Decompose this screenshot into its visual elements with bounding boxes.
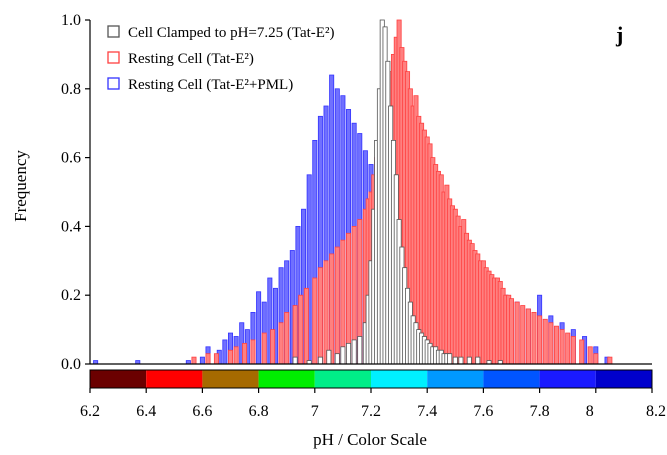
color-segment-6: [427, 370, 484, 388]
bar-series-1-81: [542, 318, 548, 365]
bar-series-0-6: [346, 342, 352, 365]
x-tick-label-7: 7.6: [473, 403, 493, 420]
bar-series-2-6: [222, 339, 228, 365]
bar-series-1-16: [323, 260, 329, 365]
bar-series-2-12: [256, 291, 262, 365]
color-segment-2: [202, 370, 259, 388]
x-tick-label-4: 7: [311, 403, 319, 420]
bar-series-0-43: [475, 356, 481, 365]
bar-series-1-9: [278, 322, 284, 365]
y-tick-label-3: 0.6: [61, 150, 81, 167]
bar-series-1-15: [317, 267, 323, 365]
color-segment-9: [595, 370, 652, 388]
legend-label-2: Resting Cell (Tat-E²+PML): [128, 77, 293, 93]
bar-series-0-7: [351, 339, 357, 365]
x-tick-label-9: 8: [586, 403, 594, 420]
bar-series-1-5: [242, 342, 248, 365]
bar-series-1-90: [607, 356, 613, 365]
bar-series-1-75: [508, 298, 514, 365]
legend-label-1: Resting Cell (Tat-E²): [128, 51, 254, 67]
x-axis-title: pH / Color Scale: [313, 430, 427, 449]
x-tick-label-1: 6.4: [136, 403, 156, 420]
bar-series-1-88: [587, 346, 593, 365]
y-tick-label-0: 0.0: [61, 356, 81, 373]
y-axis-title: Frequency: [11, 150, 30, 222]
bar-series-1-78: [525, 308, 531, 365]
x-tick-label-5: 7.2: [361, 403, 381, 420]
bar-series-1-6: [250, 339, 256, 365]
bar-series-0-42: [466, 356, 472, 365]
bar-series-1-13: [303, 287, 309, 365]
bar-series-0-41: [458, 356, 464, 365]
bar-series-1-80: [537, 315, 543, 365]
legend-label-0: Cell Clamped to pH=7.25 (Tat-E²): [128, 25, 334, 41]
bar-series-1-14: [312, 277, 318, 365]
bar-series-1-77: [520, 305, 526, 365]
legend: Cell Clamped to pH=7.25 (Tat-E²) Resting …: [107, 25, 334, 93]
bar-series-1-17: [329, 253, 335, 365]
bar-series-1-0: [191, 356, 197, 365]
color-segment-7: [483, 370, 540, 388]
y-tick-label-1: 0.2: [61, 287, 81, 304]
bar-series-2-3: [199, 356, 205, 365]
bar-series-1-10: [284, 311, 290, 365]
bar-series-0-0: [292, 356, 298, 365]
bar-series-1-1: [205, 353, 211, 365]
x-tick-label-8: 7.8: [530, 403, 550, 420]
x-tick-label-2: 6.6: [192, 403, 212, 420]
bar-series-0-40: [452, 356, 458, 365]
bar-series-1-18: [334, 246, 340, 365]
bar-series-0-39: [447, 353, 453, 365]
color-segment-0: [90, 370, 147, 388]
color-segment-8: [539, 370, 596, 388]
bar-series-1-89: [593, 353, 599, 365]
x-tick-label-3: 6.8: [249, 403, 269, 420]
color-segment-1: [146, 370, 203, 388]
bar-series-1-79: [531, 311, 537, 365]
legend-swatch-0: [107, 25, 120, 38]
x-tick-label-6: 7.4: [417, 403, 437, 420]
color-scale-bar: 6.2 6.4 6.6 6.8 7 7.2 7.4 7.6 7.8 8 8.2: [80, 369, 666, 420]
legend-swatch-1: [107, 51, 120, 64]
color-segment-5: [371, 370, 428, 388]
bar-series-0-3: [326, 349, 332, 365]
panel-label: j: [615, 22, 623, 47]
bar-series-1-2: [213, 353, 219, 365]
bar-series-1-19: [340, 239, 346, 365]
bar-series-1-7: [261, 332, 267, 365]
y-tick-label-4: 0.8: [61, 81, 81, 98]
axes-layer: 0.0 0.2 0.4 0.6 0.8 1.0: [61, 12, 652, 373]
bar-series-0-2: [317, 356, 323, 365]
bar-series-1-86: [570, 336, 576, 365]
bar-series-1-4: [233, 346, 239, 365]
x-tick-label-10: 8.2: [646, 403, 666, 420]
bar-series-1-11: [292, 305, 298, 365]
bar-series-1-12: [298, 294, 304, 365]
bar-series-1-85: [565, 332, 571, 365]
y-tick-label-5: 1.0: [61, 12, 81, 29]
bar-series-1-82: [548, 322, 554, 365]
bar-series-1-84: [559, 329, 565, 365]
bar-series-0-4: [334, 353, 340, 365]
bar-series-1-76: [514, 301, 520, 365]
bar-series-1-8: [270, 329, 276, 365]
x-tick-label-0: 6.2: [80, 403, 100, 420]
y-tick-label-2: 0.4: [61, 218, 81, 235]
bar-series-0-5: [340, 346, 346, 365]
bar-series-1-3: [227, 349, 233, 365]
bar-series-1-87: [579, 339, 585, 365]
bar-series-1-83: [553, 325, 559, 365]
legend-swatch-2: [107, 77, 120, 90]
color-segment-3: [258, 370, 315, 388]
bars-layer: [93, 19, 613, 365]
color-segment-4: [314, 370, 371, 388]
bar-series-0-8: [357, 336, 363, 365]
